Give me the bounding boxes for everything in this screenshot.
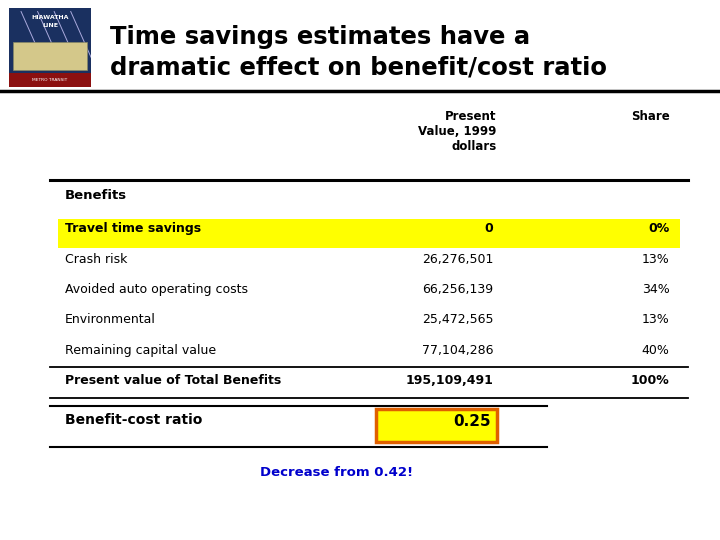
Text: Benefits: Benefits — [65, 190, 127, 202]
Text: 77,104,286: 77,104,286 — [422, 343, 493, 356]
Text: Remaining capital value: Remaining capital value — [65, 343, 216, 356]
Text: 40%: 40% — [642, 343, 670, 356]
Text: Present value of Total Benefits: Present value of Total Benefits — [65, 374, 281, 387]
Text: 34%: 34% — [642, 283, 670, 296]
Text: LINE: LINE — [42, 23, 58, 29]
Text: Share: Share — [631, 110, 670, 123]
Text: Crash risk: Crash risk — [65, 253, 127, 266]
Text: 195,109,491: 195,109,491 — [405, 374, 493, 387]
Bar — [9, 8, 91, 73]
Text: 13%: 13% — [642, 313, 670, 326]
Text: METRO TRANSIT: METRO TRANSIT — [32, 78, 68, 82]
Bar — [376, 409, 497, 442]
Text: Environmental: Environmental — [65, 313, 156, 326]
Text: Present
Value, 1999
dollars: Present Value, 1999 dollars — [418, 110, 497, 153]
Text: 66,256,139: 66,256,139 — [422, 283, 493, 296]
Text: 0%: 0% — [648, 222, 670, 235]
Bar — [58, 219, 680, 248]
Text: Benefit-cost ratio: Benefit-cost ratio — [65, 413, 202, 427]
Text: Time savings estimates have a
dramatic effect on benefit/cost ratio: Time savings estimates have a dramatic e… — [109, 25, 606, 80]
Text: Decrease from 0.42!: Decrease from 0.42! — [260, 467, 413, 480]
Text: 26,276,501: 26,276,501 — [422, 253, 493, 266]
Text: 0.25: 0.25 — [454, 414, 491, 429]
Text: 25,472,565: 25,472,565 — [422, 313, 493, 326]
Text: 13%: 13% — [642, 253, 670, 266]
Text: HIAWATHA: HIAWATHA — [31, 16, 69, 21]
Text: 0: 0 — [485, 222, 493, 235]
Text: Travel time savings: Travel time savings — [65, 222, 201, 235]
Bar — [13, 42, 87, 70]
Text: Avoided auto operating costs: Avoided auto operating costs — [65, 283, 248, 296]
Bar — [9, 73, 91, 87]
Text: 100%: 100% — [631, 374, 670, 387]
